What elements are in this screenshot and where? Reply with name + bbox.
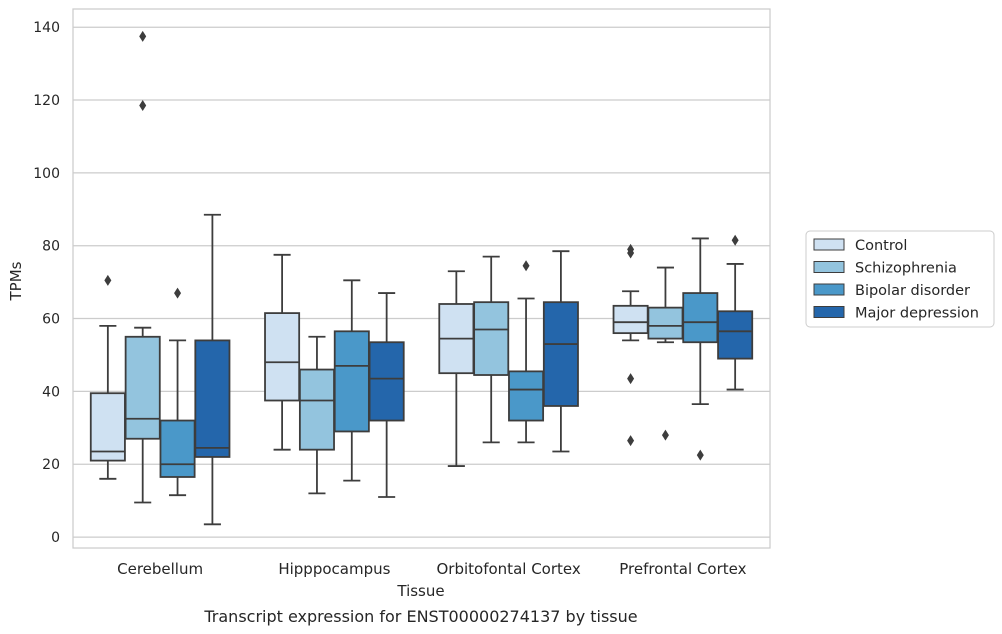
box <box>298 368 335 451</box>
y-tick-label: 140 <box>33 20 60 36</box>
legend-swatch <box>813 283 845 296</box>
outlier-point <box>627 373 635 385</box>
x-tick-labels: Cerebellum Hipppocampus Orbitofontal Corte… <box>117 560 746 578</box>
legend: Control Schizophrenia Bipolar disorder Majo… <box>805 230 995 328</box>
box-group <box>194 213 231 526</box>
outlier-point <box>696 449 704 461</box>
outlier-point <box>661 429 669 441</box>
box <box>89 392 126 462</box>
outlier-point <box>174 287 182 299</box>
box <box>264 312 301 402</box>
legend-label: Major depression <box>855 306 979 322</box>
box-group <box>508 260 545 444</box>
box-group <box>682 237 719 461</box>
outlier-point <box>522 260 530 272</box>
box <box>647 306 684 340</box>
outlier-point <box>627 435 635 447</box>
legend-label: Bipolar disorder <box>855 283 970 299</box>
y-tick-labels: 0 20 40 60 80 100 120 140 <box>33 20 60 546</box>
outlier-point <box>139 30 147 42</box>
box <box>194 339 231 458</box>
legend-swatch <box>813 261 845 273</box>
y-tick-label: 60 <box>42 312 60 328</box>
box-group <box>298 335 335 495</box>
box <box>473 301 510 376</box>
box <box>508 370 545 422</box>
box <box>333 330 370 433</box>
box <box>368 341 405 422</box>
outlier-point <box>139 100 147 112</box>
box <box>717 310 754 360</box>
x-tick-label: Hipppocampus <box>278 560 390 578</box>
outlier-point <box>627 247 635 259</box>
legend-label: Schizophrenia <box>855 261 957 277</box>
legend-label: Control <box>855 238 907 254</box>
outlier-point <box>104 274 112 286</box>
x-axis-label: Tissue <box>396 582 444 600</box>
figure-caption: Transcript expression for ENST0000027413… <box>203 607 637 626</box>
outlier-point <box>731 234 739 246</box>
box-group <box>473 255 510 444</box>
legend-swatch <box>813 238 845 251</box>
box-group <box>438 270 475 467</box>
y-tick-label: 40 <box>42 384 60 400</box>
box-group <box>264 253 301 451</box>
box-group <box>612 243 649 447</box>
box <box>159 419 196 478</box>
box-group <box>333 279 370 482</box>
box-group <box>717 234 754 391</box>
y-axis-label: TPMs <box>7 261 25 301</box>
x-tick-label: Prefrontal Cortex <box>619 560 746 578</box>
legend-frame <box>805 230 995 328</box>
box <box>612 304 649 335</box>
box-group <box>647 266 684 441</box>
plot-frame <box>72 8 771 549</box>
box <box>124 335 161 440</box>
plot-boxes <box>89 30 754 526</box>
y-tick-label: 0 <box>51 530 60 546</box>
y-tick-label: 20 <box>42 457 60 473</box>
y-tick-label: 120 <box>33 93 60 109</box>
box <box>682 292 719 344</box>
y-tick-label: 100 <box>33 166 60 182</box>
y-tick-label: 80 <box>42 239 60 255</box>
box-group <box>542 250 579 453</box>
x-tick-label: Cerebellum <box>117 560 203 578</box>
box-group <box>368 292 405 498</box>
box <box>542 301 579 407</box>
box-group <box>124 30 161 504</box>
x-tick-label: Orbitofontal Cortex <box>437 560 581 578</box>
box-group <box>89 274 126 480</box>
legend-swatch <box>813 306 845 318</box>
